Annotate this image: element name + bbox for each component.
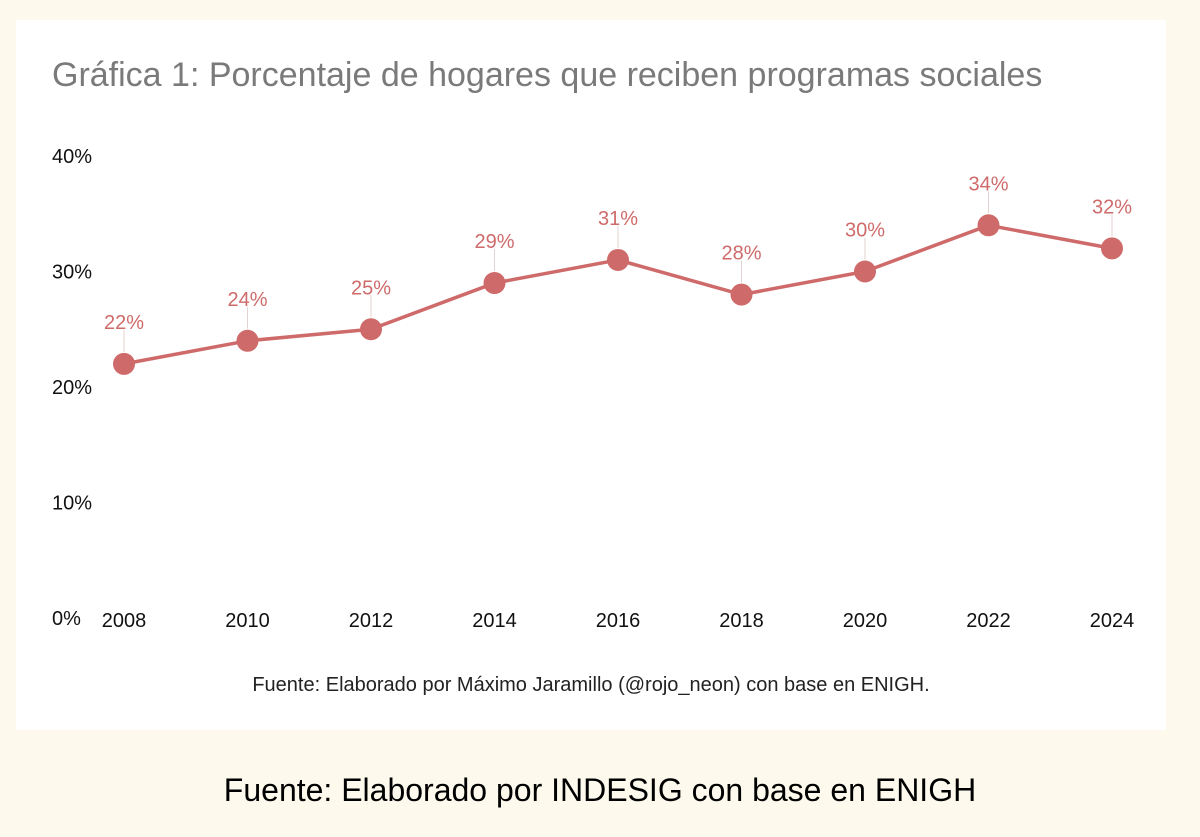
data-point: [113, 352, 135, 375]
y-tick-label: 20%: [52, 377, 92, 399]
x-tick-label: 2016: [596, 610, 641, 632]
y-tick-label: 30%: [52, 262, 92, 284]
data-label: 34%: [968, 173, 1008, 195]
x-tick-label: 2020: [843, 610, 888, 632]
data-label: 25%: [351, 277, 391, 299]
y-tick-label: 10%: [52, 493, 92, 515]
data-point: [730, 283, 753, 306]
chart-source-note: Fuente: Elaborado por Máximo Jaramillo (…: [252, 674, 930, 696]
x-tick-label: 2018: [719, 610, 764, 632]
data-label: 29%: [474, 231, 514, 253]
x-tick-label: 2022: [966, 610, 1011, 632]
data-label: 24%: [227, 289, 267, 311]
chart-card: 0% 10% 20% 30% 40% 2008 2010 2012 2014 2016 2018 20…: [16, 20, 1166, 730]
data-point: [483, 272, 506, 295]
x-tick-label: 2010: [225, 610, 270, 632]
data-point: [236, 329, 259, 352]
data-point: [1101, 237, 1123, 260]
data-label: 22%: [104, 312, 144, 334]
data-point: [854, 260, 876, 283]
data-label: 32%: [1092, 196, 1132, 218]
footer-caption: Fuente: Elaborado por INDESIG con base e…: [223, 772, 977, 808]
chart-title: Gráfica 1: Porcentaje de hogares que rec…: [52, 56, 1043, 94]
y-tick-label: 40%: [52, 146, 92, 168]
x-tick-label: 2024: [1090, 610, 1135, 632]
data-point: [607, 248, 629, 271]
x-tick-label: 2014: [472, 610, 517, 632]
line-chart: 0% 10% 20% 30% 40% 2008 2010 2012 2014 2016 2018 20…: [52, 146, 1135, 632]
x-tick-label: 2008: [102, 610, 147, 632]
data-point: [977, 214, 1000, 237]
data-label: 28%: [721, 243, 761, 265]
data-label: 31%: [598, 208, 638, 230]
data-label: 30%: [845, 220, 885, 242]
y-tick-label: 0%: [52, 608, 81, 630]
data-point: [360, 318, 382, 341]
x-tick-label: 2012: [349, 610, 394, 632]
